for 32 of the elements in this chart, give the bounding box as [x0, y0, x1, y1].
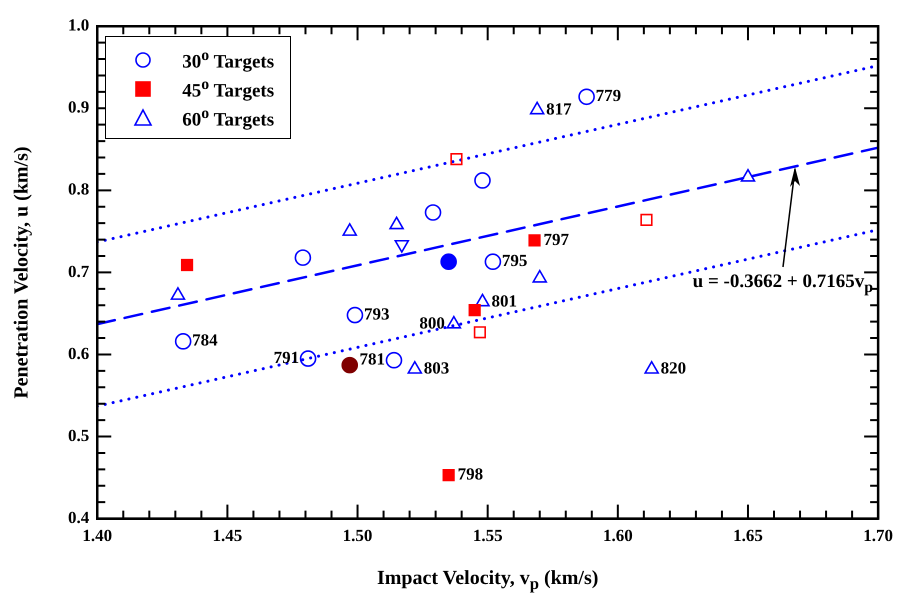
x-tick-label: 1.65 — [733, 526, 763, 546]
annotation: 798 — [458, 464, 484, 484]
annotation: 801 — [491, 291, 517, 310]
y-axis-title: Penetration Velocity, u (km/s) — [10, 146, 34, 398]
x-tick-label: 1.40 — [82, 526, 112, 546]
annotation: 779 — [596, 86, 622, 106]
legend-label: 30$^{o}$ Targets — [182, 46, 274, 73]
x-tick-label: 1.55 — [472, 526, 503, 546]
legend-label: 45$^{o}$ Targets — [182, 76, 274, 102]
y-tick-label: 0.4 — [68, 508, 90, 527]
x-tick-label: 1.70 — [863, 526, 893, 546]
annotation: 817 — [546, 99, 572, 118]
annotation: 781 — [359, 350, 385, 369]
annotation: 791 — [274, 348, 300, 367]
x-tick-label: 1.50 — [342, 526, 372, 546]
annotation: 800 — [419, 313, 445, 332]
x-tick-label: 1.60 — [602, 526, 633, 546]
annotation: 793 — [364, 304, 390, 324]
annotation: 784 — [192, 330, 218, 350]
annotation: 797 — [544, 230, 570, 249]
y-tick-label: 0.5 — [68, 426, 90, 445]
y-tick-label: 0.7 — [68, 262, 90, 281]
legend-label: 60$^{o}$ Targets — [182, 104, 274, 131]
y-tick-label: 0.6 — [68, 344, 90, 363]
x-axis-title: Impact Velocity, v$_{p}$ (km/s) — [376, 567, 600, 594]
y-tick-label: 0.8 — [68, 180, 90, 199]
annotation: 795 — [502, 251, 528, 270]
annotation: 803 — [424, 358, 450, 378]
x-tick-label: 1.45 — [212, 526, 242, 546]
y-tick-label: 1.0 — [68, 16, 90, 35]
annotation: 820 — [660, 358, 686, 378]
y-tick-label: 0.9 — [68, 98, 90, 117]
